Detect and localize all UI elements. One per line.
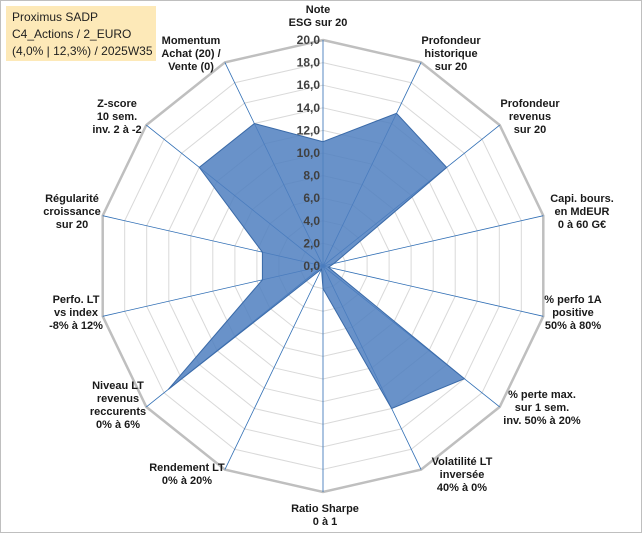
axis-label: Perfo. LT vs index -8% à 12% (49, 294, 103, 332)
tick-label: 16,0 (297, 78, 321, 92)
axis-label-line: inversée (440, 469, 485, 481)
axis-label-line: Capi. bours. (550, 193, 614, 205)
header-line-2: C4_Actions / 2_EURO (12, 27, 132, 41)
axis-label-line: 0% à 6% (96, 419, 140, 431)
tick-label: 6,0 (303, 191, 320, 205)
axis-label-line: Ratio Sharpe (291, 503, 359, 515)
axis-label-line: Profondeur (500, 98, 560, 110)
axis-label: Momentum Achat (20) / Vente (0) (161, 35, 220, 73)
axis-label-line: Z-score (97, 98, 137, 110)
axis-label-line: positive (552, 307, 594, 319)
axis-label-line: croissance (43, 206, 100, 218)
axis-label-line: 0% à 20% (162, 475, 212, 487)
axis-label-line: Note (306, 4, 330, 16)
axis-label-line: vs index (54, 307, 99, 319)
axis-label: Note ESG sur 20 (289, 4, 348, 29)
axis-label-line: sur 20 (514, 124, 546, 136)
radar-tick-labels: 0,0 2,0 4,0 6,0 8,0 10,0 12,0 14,0 16,0 18,0 20,0 (297, 33, 321, 273)
axis-label-line: % perte max. (508, 389, 576, 401)
axis-label-line: 50% à 80% (545, 320, 601, 332)
axis-label-line: 0 à 60 G€ (558, 219, 606, 231)
axis-label-line: Régularité (45, 193, 99, 205)
axis-label-line: 40% à 0% (437, 482, 487, 494)
axis-label: Niveau LT revenus reccurents 0% à 6% (90, 380, 146, 431)
axis-spoke (322, 215, 544, 267)
tick-label: 2,0 (303, 236, 320, 250)
axis-label-line: Achat (20) / (161, 48, 220, 60)
chart-header-box: Proximus SADP C4_Actions / 2_EURO (4,0% … (6, 6, 156, 61)
axis-label-line: Perfo. LT (53, 294, 100, 306)
header-line-1: Proximus SADP (12, 10, 99, 24)
axis-label-line: % perfo 1A (544, 294, 602, 306)
axis-label: Z-score 10 sem. inv. 2 à -2 (92, 98, 141, 136)
axis-label-line: inv. 2 à -2 (92, 124, 141, 136)
axis-spoke (322, 265, 544, 317)
axis-label-line: historique (424, 48, 477, 60)
tick-label: 8,0 (303, 169, 320, 183)
axis-label-line: Volatilité LT (432, 456, 493, 468)
axis-label-line: inv. 50% à 20% (503, 415, 581, 427)
axis-label-line: Vente (0) (168, 61, 214, 73)
axis-label-line: sur 1 sem. (515, 402, 569, 414)
tick-label: 12,0 (297, 123, 321, 137)
axis-label-line: Rendement LT (149, 462, 225, 474)
tick-label: 10,0 (297, 146, 321, 160)
tick-label: 0,0 (303, 259, 320, 273)
axis-label-line: 10 sem. (97, 111, 137, 123)
axis-label: Capi. bours. en MdEUR 0 à 60 G€ (550, 193, 614, 231)
axis-label-line: Niveau LT (92, 380, 144, 392)
axis-label-line: revenus (97, 393, 139, 405)
axis-label: Rendement LT 0% à 20% (149, 462, 225, 487)
axis-spoke (224, 265, 324, 470)
tick-label: 14,0 (297, 101, 321, 115)
axis-label-line: sur 20 (56, 219, 88, 231)
axis-label-line: -8% à 12% (49, 320, 103, 332)
axis-label: Volatilité LT inversée 40% à 0% (432, 456, 493, 494)
axis-label: Ratio Sharpe 0 à 1 (291, 503, 359, 528)
axis-label-line: revenus (509, 111, 551, 123)
tick-label: 4,0 (303, 214, 320, 228)
axis-label-line: reccurents (90, 406, 146, 418)
axis-label-line: Momentum (162, 35, 221, 47)
axis-label: % perte max. sur 1 sem. inv. 50% à 20% (503, 389, 581, 427)
axis-label: Régularité croissance sur 20 (43, 193, 100, 231)
axis-label-line: en MdEUR (555, 206, 610, 218)
axis-label: Profondeur revenus sur 20 (500, 98, 560, 136)
axis-label-line: ESG sur 20 (289, 17, 348, 29)
tick-label: 18,0 (297, 56, 321, 70)
axis-label: Profondeur historique sur 20 (421, 35, 481, 73)
axis-label-line: 0 à 1 (313, 516, 337, 528)
tick-label: 20,0 (297, 33, 321, 47)
axis-label: % perfo 1A positive 50% à 80% (544, 294, 602, 332)
axis-label-line: Profondeur (421, 35, 481, 47)
header-line-3: (4,0% | 12,3%) / 2025W35 (12, 44, 153, 58)
radar-series (168, 112, 466, 410)
axis-label-line: sur 20 (435, 61, 467, 73)
